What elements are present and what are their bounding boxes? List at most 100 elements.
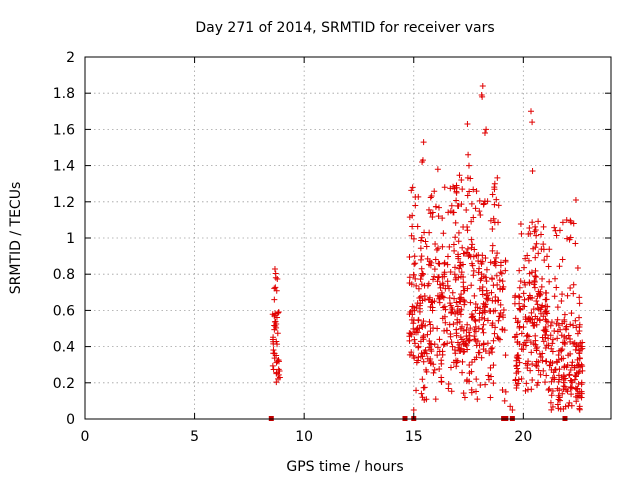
- data-point: [574, 362, 581, 369]
- data-point: [484, 292, 491, 299]
- x-tick-label: 5: [190, 429, 199, 445]
- data-point: [430, 369, 437, 376]
- data-point: [495, 335, 502, 342]
- data-point: [452, 310, 459, 317]
- data-point: [554, 385, 561, 392]
- data-point: [457, 311, 464, 318]
- data-point: [547, 332, 554, 339]
- data-point: [271, 265, 278, 272]
- data-point: [426, 344, 433, 351]
- data-point: [539, 350, 546, 357]
- data-point: [502, 258, 509, 265]
- data-point: [427, 210, 434, 217]
- data-point: [476, 265, 483, 272]
- data-point: [419, 322, 426, 329]
- data-point: [549, 360, 556, 367]
- data-point: [480, 321, 487, 328]
- x-tick-label: 20: [514, 429, 532, 445]
- data-point: [415, 317, 422, 324]
- data-point: [418, 281, 425, 288]
- data-point: [558, 298, 565, 305]
- data-point: [521, 296, 528, 303]
- data-point: [481, 307, 488, 314]
- data-point: [512, 333, 519, 340]
- data-point: [459, 358, 466, 365]
- data-point: [426, 337, 433, 344]
- data-point: [572, 240, 579, 247]
- data-point: [561, 383, 568, 390]
- data-point: [438, 360, 445, 367]
- data-point: [566, 372, 573, 379]
- data-point: [527, 339, 534, 346]
- data-point: [424, 331, 431, 338]
- data-point: [442, 306, 449, 313]
- data-point: [411, 304, 418, 311]
- data-point: [472, 318, 479, 325]
- data-point: [439, 348, 446, 355]
- data-point: [490, 282, 497, 289]
- data-point: [559, 256, 566, 263]
- data-point: [482, 255, 489, 262]
- data-point: [487, 259, 494, 266]
- data-point: [451, 271, 458, 278]
- data-point: [276, 374, 283, 381]
- data-point: [502, 352, 509, 359]
- data-point: [554, 359, 561, 366]
- data-point: [444, 253, 451, 260]
- data-point: [479, 326, 486, 333]
- data-point: [412, 260, 419, 267]
- data-point: [482, 274, 489, 281]
- data-point: [471, 246, 478, 253]
- data-point: [576, 300, 583, 307]
- data-point: [516, 359, 523, 366]
- data-point: [484, 198, 491, 205]
- data-point: [542, 296, 549, 303]
- data-point: [473, 342, 480, 349]
- data-point: [470, 253, 477, 260]
- data-point: [489, 242, 496, 249]
- data-point: [470, 186, 477, 193]
- data-point: [411, 354, 418, 361]
- data-point: [458, 291, 465, 298]
- data-point: [569, 379, 576, 386]
- data-point: [483, 278, 490, 285]
- data-point: [427, 194, 434, 201]
- data-point: [464, 192, 471, 199]
- data-point: [408, 187, 415, 194]
- data-point: [470, 272, 477, 279]
- data-point: [570, 290, 577, 297]
- y-tick-label: 1: [66, 231, 75, 247]
- data-point: [489, 191, 496, 198]
- data-point: [406, 214, 413, 221]
- data-point: [454, 339, 461, 346]
- data-point: [522, 342, 529, 349]
- data-point: [567, 217, 574, 224]
- data-point: [577, 340, 584, 347]
- data-point: [428, 348, 435, 355]
- data-point: [419, 297, 426, 304]
- data-point: [520, 324, 527, 331]
- data-point: [534, 382, 541, 389]
- data-point: [439, 215, 446, 222]
- data-point: [532, 273, 539, 280]
- data-point: [432, 396, 439, 403]
- data-point: [411, 261, 418, 268]
- data-point: [446, 243, 453, 250]
- data-point: [533, 363, 540, 370]
- data-point: [576, 294, 583, 301]
- data-point: [541, 257, 548, 264]
- data-point: [470, 214, 477, 221]
- data-point: [531, 228, 538, 235]
- data-point: [559, 339, 566, 346]
- data-point: [441, 184, 448, 191]
- data-point: [432, 203, 439, 210]
- data-point: [411, 253, 418, 260]
- data-point: [558, 374, 565, 381]
- data-point: [491, 201, 498, 208]
- y-tick-label: 0.8: [53, 267, 75, 283]
- data-point: [542, 308, 549, 315]
- data-point: [528, 386, 535, 393]
- data-point: [425, 296, 432, 303]
- data-point: [447, 269, 454, 276]
- data-point: [528, 309, 535, 316]
